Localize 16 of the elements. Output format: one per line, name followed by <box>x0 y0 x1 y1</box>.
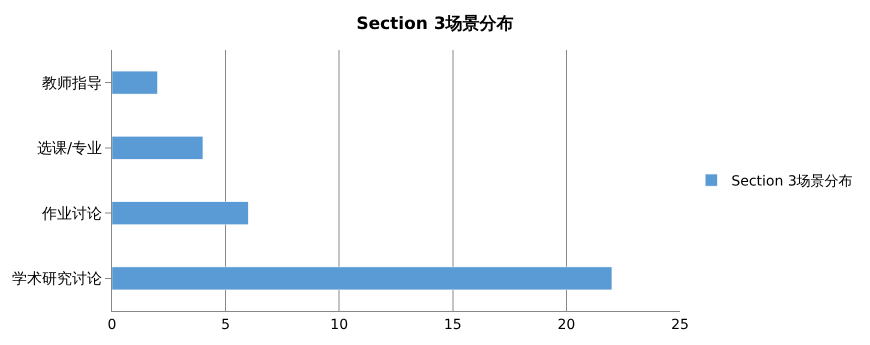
bar <box>112 70 158 94</box>
y-tick-label: 选课/专业 <box>36 139 102 158</box>
x-tick-label: 25 <box>671 316 689 333</box>
chart-title: Section 3场景分布 <box>356 14 514 34</box>
x-tick-label: 15 <box>444 316 462 333</box>
y-tick-label: 学术研究讨论 <box>12 270 102 288</box>
x-tick-label: 10 <box>330 316 348 333</box>
bar <box>112 201 249 225</box>
y-tick-label: 教师指导 <box>42 74 102 92</box>
bar <box>112 266 612 290</box>
bar <box>112 136 204 160</box>
x-tick-label: 0 <box>108 316 116 333</box>
legend-label: Section 3场景分布 <box>731 174 853 190</box>
y-tick-label: 作业讨论 <box>41 204 102 222</box>
x-tick-label: 20 <box>557 316 576 333</box>
x-tick-label: 5 <box>221 316 230 333</box>
